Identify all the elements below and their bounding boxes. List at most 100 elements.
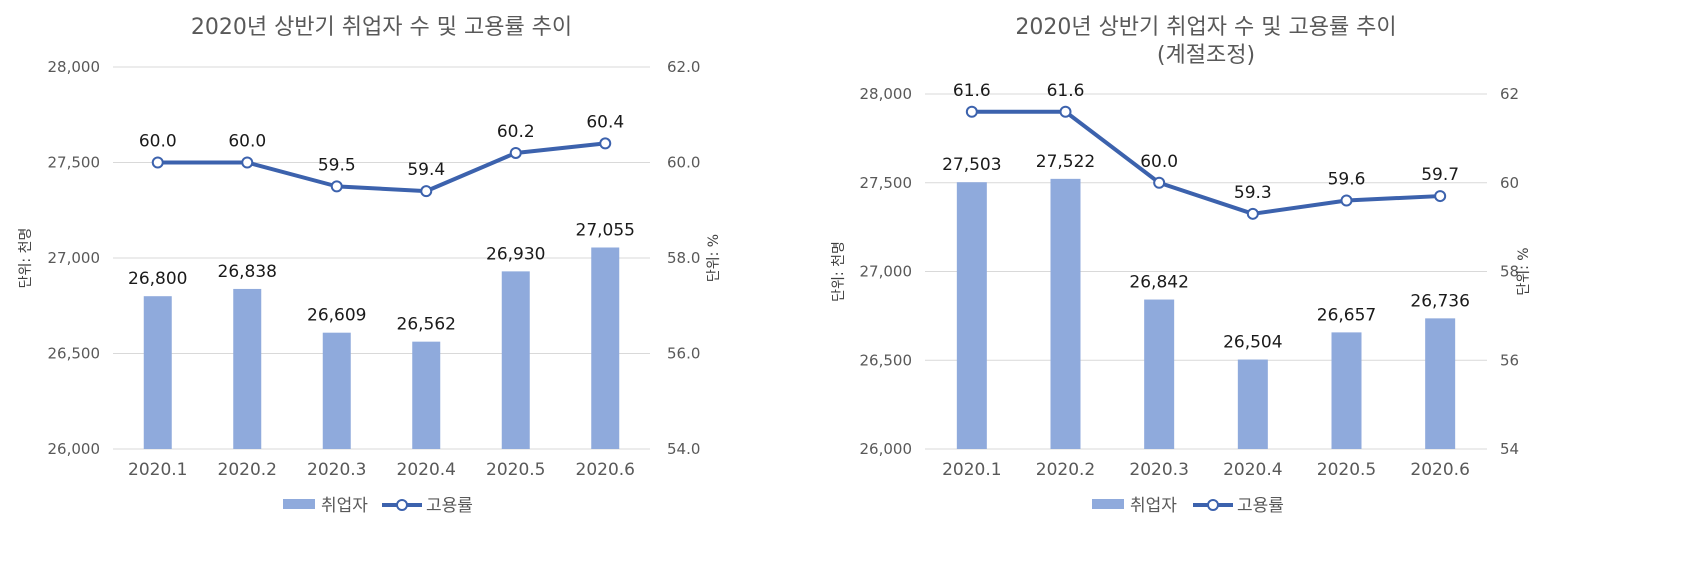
line-data-label: 61.6: [1047, 81, 1085, 101]
bar-employed: [143, 296, 172, 449]
y-right-axis-label: 단위: %: [706, 234, 722, 282]
bar-data-label: 27,522: [1036, 152, 1095, 172]
line-marker: [599, 137, 612, 150]
line-employment-rate: [971, 109, 1441, 216]
legend-label-bar: 취업자: [321, 496, 368, 516]
y-right-tick-label: 54: [1500, 440, 1519, 458]
x-tick-label: 2020.1: [942, 460, 1001, 480]
legend: 취업자 고용률: [1092, 496, 1284, 516]
y-left-tick-label: 26,000: [860, 440, 913, 458]
y-left-tick-label: 28,000: [860, 85, 913, 103]
y-left-tick-label: 28,000: [48, 58, 101, 76]
line-marker: [420, 185, 433, 198]
y-left-tick-label: 27,000: [48, 249, 101, 267]
y-left-tick-label: 26,500: [860, 351, 913, 369]
y-left-tick-label: 27,000: [860, 263, 913, 281]
x-tick-label: 2020.4: [397, 460, 456, 480]
legend-label-line: 고용률: [1237, 496, 1284, 516]
line-data-label: 59.6: [1328, 170, 1366, 190]
bar-data-label: 26,838: [218, 262, 277, 282]
y-right-axis-label: 단위: %: [1516, 247, 1532, 295]
bar-employed: [956, 182, 987, 449]
bar-employed: [412, 341, 441, 449]
bar-data-label: 26,930: [486, 244, 545, 264]
x-tick-label: 2020.2: [218, 460, 277, 480]
bar-employed: [501, 271, 530, 449]
x-tick-label: 2020.5: [486, 460, 545, 480]
y-right-tick-label: 58: [1500, 263, 1519, 281]
y-right-tick-label: 62.0: [667, 58, 700, 76]
bar-employed: [322, 332, 351, 449]
y-right-tick-label: 56: [1500, 351, 1519, 369]
x-tick-label: 2020.6: [1410, 460, 1469, 480]
line-data-label: 60.0: [1140, 152, 1178, 172]
line-data-label: 60.0: [228, 132, 266, 152]
line-data-label: 59.5: [318, 155, 356, 175]
line-marker: [1153, 176, 1166, 189]
line-marker: [241, 156, 254, 169]
y-right-tick-label: 60.0: [667, 154, 700, 172]
bar-data-label: 26,842: [1129, 273, 1188, 293]
line-data-label: 59.7: [1421, 165, 1459, 185]
y-left-tick-label: 26,000: [48, 440, 101, 458]
x-tick-label: 2020.3: [1129, 460, 1188, 480]
line-marker: [1340, 194, 1353, 207]
bar-data-label: 26,504: [1223, 333, 1282, 353]
line-data-label: 60.2: [497, 122, 535, 142]
y-left-axis-label: 단위: 천명: [831, 241, 847, 302]
line-marker: [330, 180, 343, 193]
bar-employed: [591, 247, 620, 449]
bar-employed: [1144, 299, 1175, 449]
y-left-tick-label: 26,500: [48, 345, 101, 363]
x-tick-label: 2020.6: [576, 460, 635, 480]
bar-data-label: 27,055: [576, 220, 635, 240]
x-tick-label: 2020.2: [1036, 460, 1095, 480]
x-tick-label: 2020.4: [1223, 460, 1282, 480]
y-right-tick-label: 62: [1500, 85, 1519, 103]
line-employment-rate: [157, 141, 606, 194]
y-right-tick-label: 60: [1500, 174, 1519, 192]
bar-employed: [1050, 178, 1081, 449]
line-marker: [965, 105, 978, 118]
chart-title: 2020년 상반기 취업자 수 및 고용률 추이: [1015, 15, 1396, 40]
line-data-label: 59.3: [1234, 183, 1272, 203]
line-marker: [509, 146, 522, 159]
chart-2: 2020년 상반기 취업자 수 및 고용률 추이 (계절조정) 26,000 26,5…: [831, 15, 1532, 516]
legend-swatch-marker: [396, 499, 408, 511]
y-left-tick-label: 27,500: [860, 174, 913, 192]
y-right-tick-label: 54.0: [667, 440, 700, 458]
line-data-label: 60.0: [139, 132, 177, 152]
chart-title: 2020년 상반기 취업자 수 및 고용률 추이: [191, 15, 572, 40]
legend: 취업자 고용률: [283, 496, 473, 516]
y-right-tick-label: 58.0: [667, 249, 700, 267]
legend-label-bar: 취업자: [1130, 496, 1177, 516]
x-tick-label: 2020.1: [128, 460, 187, 480]
y-left-axis-label: 단위: 천명: [18, 228, 34, 289]
bar-employed: [233, 288, 262, 449]
bar-employed: [1331, 332, 1362, 449]
bar-data-label: 27,503: [942, 155, 1001, 175]
bar-employed: [1425, 318, 1456, 449]
legend-swatch-bar: [283, 499, 315, 509]
line-data-label: 60.4: [586, 112, 624, 132]
bar-data-label: 26,609: [307, 306, 366, 326]
line-data-label: 59.4: [407, 160, 445, 180]
chart-subtitle: (계절조정): [1157, 43, 1255, 68]
line-marker: [1246, 207, 1259, 220]
bar-data-label: 26,562: [397, 315, 456, 335]
x-tick-label: 2020.5: [1317, 460, 1376, 480]
line-data-label: 61.6: [953, 81, 991, 101]
bar-data-label: 26,736: [1410, 291, 1469, 311]
line-marker: [1434, 190, 1447, 203]
y-left-tick-label: 27,500: [48, 154, 101, 172]
legend-swatch-bar: [1092, 499, 1124, 509]
chart-1: 2020년 상반기 취업자 수 및 고용률 추이 26,000 26,500 27,0…: [18, 15, 722, 516]
x-tick-label: 2020.3: [307, 460, 366, 480]
line-marker: [1059, 105, 1072, 118]
legend-label-line: 고용률: [426, 496, 473, 516]
bar-data-label: 26,800: [128, 269, 187, 289]
bar-data-label: 26,657: [1317, 305, 1376, 325]
legend-swatch-marker: [1207, 499, 1219, 511]
bar-employed: [1237, 359, 1268, 449]
